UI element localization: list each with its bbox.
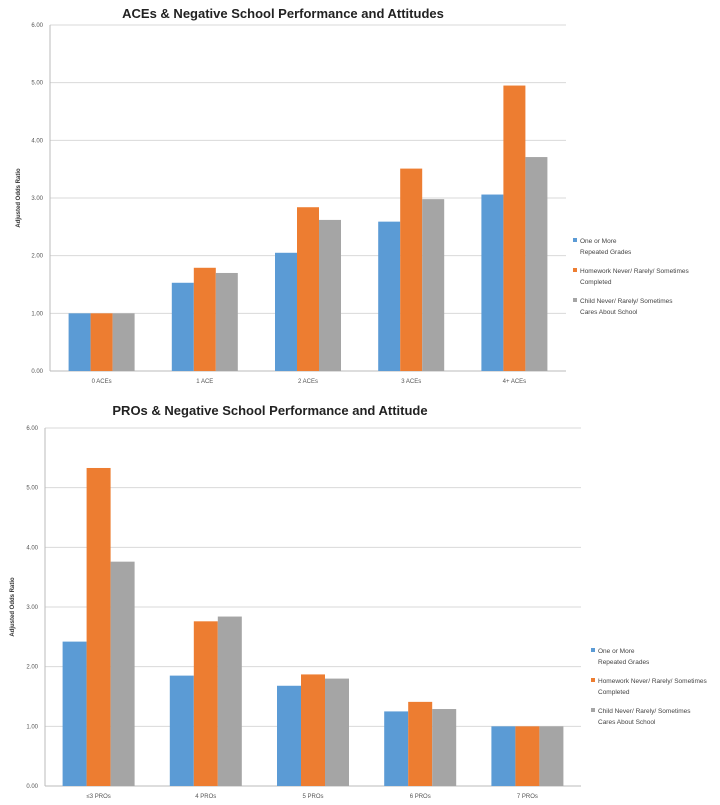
y-tick-label: 3.00 (26, 605, 38, 611)
legend-swatch (591, 708, 595, 712)
legend-swatch (591, 678, 595, 682)
y-tick-label: 4.00 (31, 138, 43, 144)
y-tick-label: 2.00 (31, 254, 43, 260)
legend-label: One or More (580, 238, 617, 245)
legend-label: Cares About School (580, 309, 638, 316)
legend-label: Homework Never/ Rarely/ Sometimes (580, 268, 689, 275)
bar (193, 267, 216, 371)
bar (171, 282, 194, 371)
bar (62, 641, 87, 786)
y-tick-label: 3.00 (31, 196, 43, 202)
bar (275, 252, 297, 371)
bar (86, 467, 111, 786)
bar (193, 621, 218, 786)
x-tick-label: 1 ACE (196, 379, 213, 385)
bar (539, 726, 564, 786)
legend-label: Cares About School (598, 719, 656, 726)
x-tick-label: 0 ACEs (92, 379, 112, 385)
bar (378, 221, 401, 371)
legend-label: Homework Never/ Rarely/ Sometimes (598, 678, 707, 685)
legend-label: One or More (598, 648, 635, 655)
bar (112, 313, 135, 371)
y-tick-label: 5.00 (26, 486, 38, 492)
legend-label: Completed (580, 279, 612, 286)
bar (503, 85, 526, 372)
legend-swatch (573, 238, 577, 242)
chart-title: PROs & Negative School Performance and A… (112, 403, 427, 418)
legend-swatch (573, 268, 577, 272)
legend-label: Completed (598, 689, 630, 696)
aces-chart: ACEs & Negative School Performance and A… (16, 6, 689, 385)
legend-swatch (591, 648, 595, 652)
y-tick-label: 6.00 (26, 426, 38, 432)
x-tick-label: ≤3 PROs (86, 794, 110, 800)
y-tick-label: 1.00 (26, 724, 38, 730)
bar (400, 168, 423, 371)
bar (277, 685, 301, 786)
bar (90, 313, 113, 371)
bar (422, 199, 445, 371)
bar (515, 726, 540, 786)
bar (297, 207, 319, 371)
chart-title: ACEs & Negative School Performance and A… (122, 6, 444, 21)
y-tick-label: 1.00 (31, 311, 43, 317)
pros-chart: PROs & Negative School Performance and A… (10, 403, 707, 800)
bar (408, 701, 433, 786)
legend-label: Child Never/ Rarely/ Sometimes (598, 708, 691, 715)
y-axis-label: Adjusted Odds Ratio (10, 577, 16, 637)
legend-label: Child Never/ Rarely/ Sometimes (580, 298, 673, 305)
legend-label: Repeated Grades (598, 659, 650, 666)
bar (301, 674, 325, 786)
legend-label: Repeated Grades (580, 249, 632, 256)
x-tick-label: 4 PROs (195, 794, 216, 800)
x-tick-label: 4+ ACEs (503, 379, 527, 385)
bar (217, 616, 242, 786)
y-tick-label: 2.00 (26, 665, 38, 671)
bar (525, 157, 548, 371)
y-tick-label: 0.00 (26, 784, 38, 790)
y-tick-label: 4.00 (26, 545, 38, 551)
x-tick-label: 6 PROs (410, 794, 431, 800)
y-axis-label: Adjusted Odds Ratio (16, 168, 22, 228)
bar (215, 272, 238, 371)
bar (319, 219, 341, 371)
x-tick-label: 3 ACEs (401, 379, 421, 385)
legend-swatch (573, 298, 577, 302)
bar (110, 561, 135, 786)
bar (491, 726, 516, 786)
bar (325, 678, 349, 786)
bar (169, 675, 194, 786)
x-tick-label: 7 PROs (517, 794, 538, 800)
y-tick-label: 0.00 (31, 369, 43, 375)
x-tick-label: 2 ACEs (298, 379, 318, 385)
bar (432, 709, 457, 786)
bar (481, 194, 504, 371)
y-tick-label: 6.00 (31, 23, 43, 29)
y-tick-label: 5.00 (31, 81, 43, 87)
x-tick-label: 5 PROs (302, 794, 323, 800)
bar (384, 711, 409, 786)
bar (68, 313, 91, 371)
